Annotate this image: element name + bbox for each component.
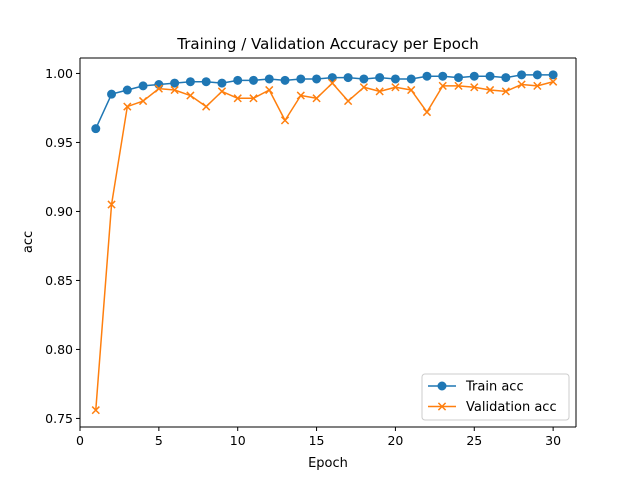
x-tick-label: 5 <box>155 433 163 448</box>
x-axis-ticks: 0 5 10 15 20 25 30 <box>76 427 561 448</box>
legend-label: Train acc <box>465 380 524 395</box>
data-point <box>154 79 164 89</box>
data-point <box>390 74 400 84</box>
data-point <box>485 85 495 95</box>
legend-item: Validation acc <box>428 400 557 415</box>
x-tick-label: 15 <box>309 433 325 448</box>
data-point <box>138 96 148 106</box>
data-point <box>359 83 369 92</box>
legend-box <box>421 373 570 421</box>
y-tick-label: 0.95 <box>45 135 73 150</box>
data-point <box>249 94 258 103</box>
y-tick-label: 1.00 <box>45 66 73 81</box>
data-point <box>296 74 306 84</box>
data-point <box>548 70 558 80</box>
data-point <box>375 73 385 83</box>
data-point <box>185 77 195 87</box>
data-point <box>233 94 242 103</box>
x-axis-title: Epoch <box>308 456 348 471</box>
data-point <box>501 87 510 96</box>
data-point <box>343 96 353 106</box>
data-point <box>454 81 463 91</box>
data-point <box>375 87 384 96</box>
data-point <box>422 71 432 81</box>
data-point <box>517 70 527 80</box>
data-point <box>170 85 179 95</box>
data-point <box>501 73 511 83</box>
data-point <box>202 102 211 111</box>
data-point <box>438 71 448 81</box>
data-point <box>312 94 321 103</box>
y-tick-label: 0.75 <box>45 411 73 426</box>
data-point <box>280 116 290 125</box>
y-axis-title: acc <box>21 231 36 253</box>
plot-frame <box>79 57 577 428</box>
data-point <box>422 107 432 117</box>
data-point <box>186 91 195 100</box>
data-point <box>328 78 337 88</box>
x-tick-label: 20 <box>387 433 403 448</box>
data-point <box>406 74 416 84</box>
data-point <box>327 73 337 83</box>
series-line <box>95 81 554 411</box>
data-point <box>517 80 526 89</box>
plot-area <box>80 58 576 427</box>
x-tick-label: 30 <box>545 433 561 448</box>
y-tick-label: 0.90 <box>45 204 73 219</box>
legend-marker <box>437 402 447 411</box>
data-point <box>138 81 148 91</box>
y-tick-label: 0.80 <box>45 342 73 357</box>
data-point <box>391 83 400 92</box>
chart-title: Training / Validation Accuracy per Epoch <box>176 35 478 53</box>
y-axis-ticks: 0.75 0.80 0.85 0.90 0.95 1.00 <box>45 66 80 426</box>
x-tick-label: 10 <box>230 433 246 448</box>
data-point <box>217 78 227 88</box>
data-point <box>91 124 101 134</box>
series-validation <box>91 77 558 415</box>
data-point <box>107 89 117 99</box>
x-tick-label: 0 <box>76 433 84 448</box>
data-point <box>248 75 258 85</box>
data-point <box>549 77 558 86</box>
data-point <box>532 70 542 80</box>
data-point <box>123 102 132 111</box>
data-point <box>438 81 447 91</box>
data-point <box>122 85 132 95</box>
data-point <box>265 85 274 95</box>
data-point <box>91 406 100 415</box>
data-point <box>217 87 227 96</box>
data-point <box>280 75 290 85</box>
series-train <box>91 70 558 134</box>
data-point <box>201 77 211 87</box>
data-point <box>264 74 274 84</box>
legend-marker <box>437 381 447 391</box>
data-point <box>533 81 542 91</box>
y-tick-label: 0.85 <box>45 273 73 288</box>
legend-label: Validation acc <box>466 400 557 415</box>
data-point <box>170 78 180 88</box>
data-point <box>470 83 479 92</box>
data-point <box>485 71 495 81</box>
legend: Train acc Validation acc <box>421 373 570 421</box>
data-point <box>343 73 353 83</box>
series-layer <box>91 70 558 415</box>
data-point <box>233 75 243 85</box>
data-point <box>469 71 479 81</box>
data-point <box>296 91 305 100</box>
data-point <box>154 84 163 93</box>
data-point <box>107 200 116 209</box>
data-point <box>359 74 369 84</box>
legend-item: Train acc <box>428 380 524 395</box>
x-tick-label: 25 <box>466 433 482 448</box>
data-point <box>407 85 416 95</box>
data-point <box>312 74 322 84</box>
data-point <box>454 73 464 83</box>
